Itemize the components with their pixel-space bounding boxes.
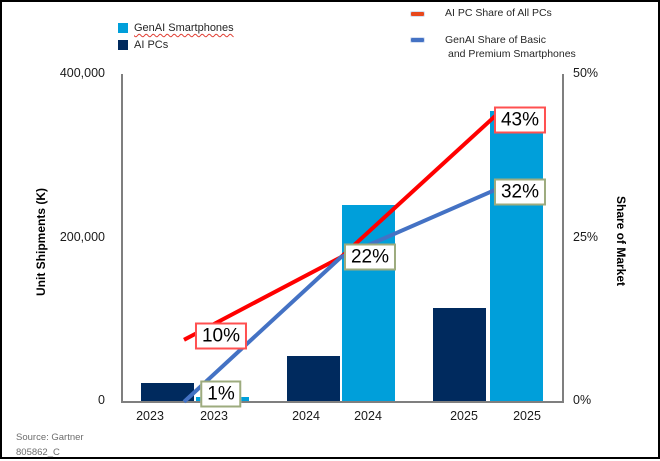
left-axis-line [121, 74, 123, 402]
data-label-32: 32% [493, 178, 547, 206]
legend-item-genai-share: GenAI Share of Basic and Premium Smartpho… [411, 34, 576, 61]
x-tick-label: 2025 [513, 409, 541, 423]
data-label-10: 10% [194, 322, 248, 350]
bar-ai-pcs-2023 [141, 383, 194, 401]
legend-label-genai-share-line1: GenAI Share of Basic [445, 34, 546, 46]
genai-share-line-icon [411, 38, 424, 42]
data-label-22: 22% [343, 243, 397, 271]
bar-ai-pcs-2025 [433, 307, 486, 401]
ai-pc-share-line-icon [411, 11, 424, 16]
right-axis-line [562, 74, 564, 402]
document-id: 805862_C [16, 447, 60, 458]
genai-smartphones-swatch-icon [118, 23, 128, 33]
x-tick-label: 2023 [136, 409, 164, 423]
y-right-tick-label: 0% [573, 393, 592, 407]
legend-label-ai-pcs: AI PCs [134, 39, 169, 51]
line-ai-pc-share-of-all-pcs [183, 114, 497, 342]
legend-item-genai-smartphones: GenAI Smartphones [118, 22, 234, 34]
y-right-tick-label: 50% [573, 66, 599, 80]
data-label-43: 43% [493, 106, 547, 134]
legend-label-genai-share-line2: and Premium Smartphones [448, 47, 576, 60]
legend-item-ai-pc-share: AI PC Share of All PCs [411, 7, 552, 21]
y-left-tick-label: 200,000 [59, 229, 105, 244]
y-left-tick-label: 400,000 [59, 66, 105, 80]
x-tick-label: 2025 [450, 409, 478, 423]
y-right-tick-label: 25% [573, 229, 599, 244]
x-tick-label: 2024 [292, 409, 320, 423]
legend-label-genai-share: GenAI Share of Basic and Premium Smartpho… [445, 34, 576, 61]
legend-label-ai-pc-share: AI PC Share of All PCs [445, 7, 552, 19]
data-label-1: 1% [200, 380, 242, 408]
source-note: Source: Gartner 805862_C [16, 430, 84, 460]
source-line: Source: Gartner [16, 432, 84, 443]
legend-item-ai-pcs: AI PCs [118, 39, 168, 51]
ai-pcs-swatch-icon [118, 40, 128, 50]
bar-ai-pcs-2024 [287, 356, 340, 401]
x-axis-line [121, 401, 564, 403]
x-tick-label: 2023 [200, 409, 228, 423]
y-left-tick-label: 0 [98, 393, 105, 407]
bar-genai-smartphones-2025 [490, 110, 543, 401]
legend-label-genai-smartphones: GenAI Smartphones [134, 22, 234, 34]
left-axis-title: Unit Shipments (K) [34, 188, 48, 296]
right-axis-title: Share of Market [614, 196, 628, 287]
x-tick-label: 2024 [354, 409, 382, 423]
bar-genai-smartphones-2024 [342, 204, 395, 401]
